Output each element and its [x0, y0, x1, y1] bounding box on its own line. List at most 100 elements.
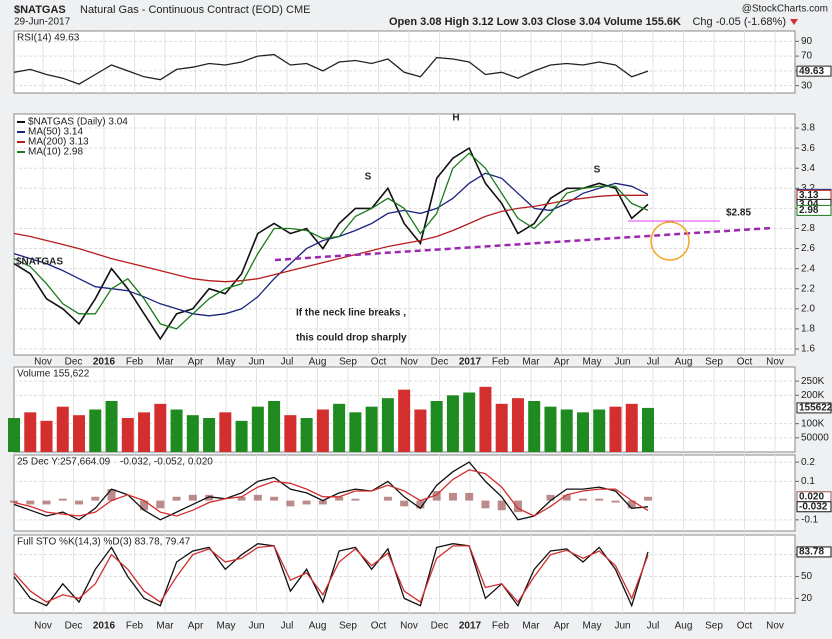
volume-bar [560, 409, 573, 452]
histogram-bar [318, 500, 327, 505]
volume-bar [268, 401, 281, 452]
annotation: H [452, 113, 459, 124]
x-tick-label: Jul [281, 357, 294, 368]
volume-bar [349, 412, 362, 452]
histogram-bar [383, 496, 392, 501]
panel [13, 454, 796, 532]
histogram-bar [58, 498, 67, 501]
value-tag-label: 3.04 [799, 199, 819, 210]
x-tick-label: Aug [309, 621, 327, 632]
series-line [13, 194, 648, 283]
value-tag-label: 2.98 [799, 205, 819, 216]
y-tick-label: 0.2 [801, 457, 815, 468]
y-tick-label: 70 [801, 51, 813, 62]
histogram-bar [481, 500, 490, 509]
volume-bar [40, 420, 53, 452]
volume-bar [56, 406, 69, 452]
histogram-bar [237, 496, 246, 501]
x-tick-label: Apr [188, 357, 204, 368]
x-tick-label: Mar [522, 621, 540, 632]
x-tick-label: Nov [766, 621, 784, 632]
annotation: this could drop sharply [296, 333, 407, 344]
histogram-bar [627, 500, 636, 509]
histogram-bar [400, 500, 409, 507]
y-tick-label: -0.1 [801, 514, 819, 525]
volume-bar [625, 403, 638, 452]
x-tick-label: Sep [705, 621, 723, 632]
x-tick-label: 2016 [93, 357, 116, 368]
date: 29-Jun-2017 [14, 17, 71, 28]
value-tag-label: -0.032 [799, 501, 828, 512]
x-tick-label: Nov [766, 357, 784, 368]
panel [13, 534, 796, 614]
volume-bar [203, 418, 216, 452]
legend-entry: MA(10) 2.98 [28, 147, 83, 158]
volume-bar [251, 406, 264, 452]
x-tick-label: Jul [647, 621, 660, 632]
histogram-bar [42, 500, 51, 505]
annotation: S [594, 165, 601, 176]
volume-bar [284, 415, 297, 452]
x-tick-label: Oct [737, 357, 753, 368]
histogram-bar [335, 496, 344, 501]
volume-bar [154, 403, 167, 452]
histogram-bar [91, 496, 100, 501]
histogram-bar [595, 498, 604, 501]
volume-bar [333, 403, 346, 452]
x-tick-label: Jul [281, 621, 294, 632]
value-tag [796, 546, 832, 558]
change: Chg -0.05 (-1.68%) [692, 16, 786, 28]
x-tick-label: Jun [614, 357, 630, 368]
x-tick-label: Apr [554, 621, 570, 632]
y-tick-label: 3.2 [801, 183, 815, 194]
x-tick-label: Nov [400, 357, 418, 368]
histogram-bar [140, 500, 149, 511]
volume-bar [170, 409, 183, 452]
volume-bar [8, 418, 20, 452]
legend-entry: MA(50) 3.14 [28, 127, 83, 138]
x-tick-label: Nov [400, 621, 418, 632]
x-tick-label: Mar [522, 357, 540, 368]
x-tick-label: Dec [431, 357, 449, 368]
histogram-bar [286, 500, 295, 507]
x-tick-label: 2017 [459, 357, 482, 368]
legend-entry: $NATGAS (Daily) 3.04 [28, 117, 128, 128]
value-tag [796, 204, 832, 216]
panel-title: 25 Dec Y:257,664.09 [17, 457, 111, 468]
volume-bar [479, 386, 492, 452]
x-tick-label: May [583, 621, 602, 632]
y-tick-label: 0.1 [801, 476, 815, 487]
volume-bar [121, 418, 134, 452]
volume-bar [511, 398, 524, 452]
volume-bar [24, 412, 37, 452]
volume-bar [219, 412, 232, 452]
value-tag-label: 155622 [799, 403, 832, 414]
x-tick-label: Nov [34, 357, 52, 368]
x-tick-label: Sep [705, 357, 723, 368]
y-tick-label: 2.2 [801, 283, 815, 294]
x-tick-label: Mar [156, 357, 174, 368]
volume-bar [609, 406, 622, 452]
histogram-bar [107, 489, 116, 501]
y-tick-label: 3.4 [801, 163, 815, 174]
y-tick-label: 200K [801, 390, 825, 401]
neckline [274, 226, 773, 262]
volume-bar [576, 412, 589, 452]
x-tick-label: May [217, 357, 236, 368]
volume-bar [446, 395, 459, 452]
histogram-bar [75, 500, 84, 505]
legend-entry: MA(200) 3.13 [28, 137, 89, 148]
histogram-bar [253, 494, 262, 501]
instrument-name: Natural Gas - Continuous Contract (EOD) … [80, 4, 310, 16]
x-tick-label: 2016 [93, 621, 116, 632]
x-tick-label: Jun [248, 357, 264, 368]
histogram-bar [562, 494, 571, 501]
annotation: $2.85 [726, 208, 751, 219]
histogram-bar [10, 500, 18, 503]
histogram-bar [546, 494, 555, 501]
y-tick-label: 1.8 [801, 324, 815, 335]
volume-bar [544, 406, 557, 452]
volume-bar [414, 409, 427, 452]
quote: Open 3.08 High 3.12 Low 3.03 Close 3.04 … [389, 16, 681, 28]
